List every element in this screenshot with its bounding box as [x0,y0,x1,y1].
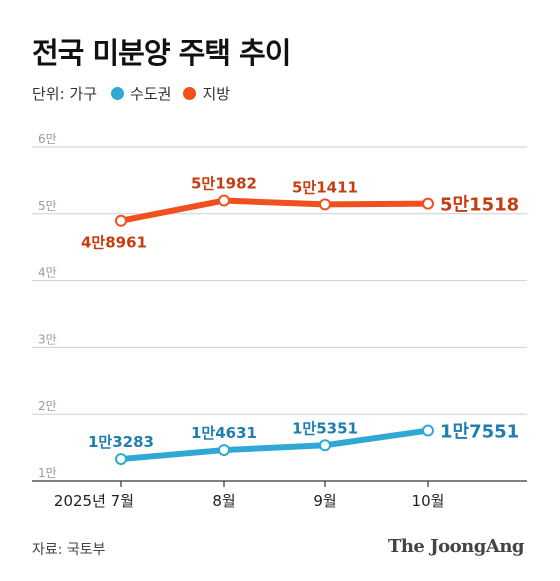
unit-label: 단위: 가구 [32,85,98,103]
y-tick-label: 1만 [38,466,57,480]
x-tick-label: 8월 [212,492,235,510]
legend-label-capital: 수도권 [130,85,172,103]
legend: 단위: 가구 수도권 지방 [32,83,242,104]
data-label: 5만1982 [191,175,257,193]
series-line-capital [118,427,431,463]
data-point [115,453,127,466]
data-point [319,439,331,452]
legend-swatch-provinces [183,87,197,100]
y-tick-label: 3만 [38,332,57,346]
data-label: 1만4631 [191,424,257,442]
legend-label-provinces: 지방 [202,85,231,103]
data-point [218,444,230,457]
source-note: 자료: 국토부 [32,542,106,558]
chart-title: 전국 미분양 주택 추이 [32,36,291,70]
data-label: 1만7551 [440,422,519,443]
brand-logo: The JoongAng [387,536,525,557]
y-tick-label: 5만 [38,199,57,213]
data-point [422,197,434,210]
x-tick-label: 2025년 7월 [54,492,134,510]
data-point [115,214,127,227]
series-line-provinces [118,197,431,224]
legend-swatch-capital [111,87,125,100]
data-label: 4만8961 [81,234,147,252]
x-tick-label: 10월 [412,492,445,510]
y-tick-label: 2만 [38,399,57,413]
data-point [218,194,230,207]
data-label: 5만1518 [440,195,519,216]
y-tick-label: 6만 [38,132,57,146]
data-point [319,198,331,211]
data-label: 1만3283 [88,433,154,451]
legend-item-provinces: 지방 [183,83,230,104]
legend-item-capital: 수도권 [111,83,171,104]
y-tick-label: 4만 [38,266,57,280]
data-label: 1만5351 [292,419,358,437]
data-label: 5만1411 [292,178,358,196]
data-point [422,424,434,437]
x-tick-label: 9월 [313,492,336,510]
